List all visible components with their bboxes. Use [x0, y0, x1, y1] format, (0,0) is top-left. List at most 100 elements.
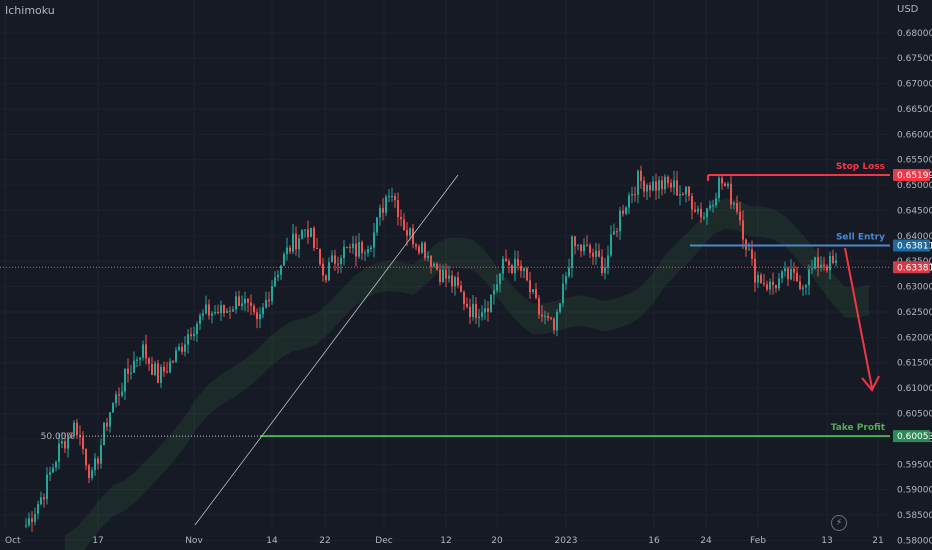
candle-body	[679, 193, 681, 196]
candle-body	[289, 247, 291, 252]
x-tick-label: 14	[266, 536, 278, 546]
candle-body	[796, 272, 798, 282]
candle-body	[265, 299, 267, 308]
take-profit-label: Take Profit	[831, 423, 886, 433]
candle-body	[499, 273, 501, 285]
candle-body	[673, 180, 675, 188]
candle-body	[394, 196, 396, 201]
candle-body	[553, 318, 555, 331]
candle-body	[61, 441, 63, 444]
candle-body	[157, 363, 159, 383]
candle-body	[97, 458, 99, 464]
candle-body	[295, 233, 297, 250]
y-tick-label: 0.61500	[897, 359, 932, 369]
candle-body	[754, 258, 756, 283]
candle-body	[412, 228, 414, 245]
candle-body	[349, 247, 351, 249]
candle-body	[49, 472, 51, 475]
candle-body	[619, 210, 621, 232]
candle-body	[85, 448, 87, 466]
x-tick-label: Oct	[5, 536, 21, 546]
candle-body	[28, 518, 30, 526]
candle-body	[178, 346, 180, 351]
candle-body	[451, 275, 453, 287]
candle-body	[493, 290, 495, 295]
candle-body	[220, 305, 222, 314]
candle-body	[751, 249, 753, 259]
candle-body	[25, 525, 27, 527]
candle-body	[826, 266, 828, 271]
candle-body	[415, 244, 417, 247]
candle-body	[670, 183, 672, 188]
candle-body	[280, 265, 282, 275]
candle-body	[454, 277, 456, 287]
candle-body	[544, 315, 546, 317]
candle-body	[448, 275, 450, 279]
fib-level-label: 50.00%	[41, 432, 76, 442]
candle-body	[424, 242, 426, 258]
sell-entry-price-tag: 0.63811	[897, 241, 932, 251]
candle-body	[55, 461, 57, 468]
candle-body	[781, 271, 783, 279]
candle-body	[250, 302, 252, 306]
stop-loss-price-tag: 0.65199	[897, 171, 932, 181]
candle-body	[520, 265, 522, 271]
down-arrow	[844, 247, 873, 389]
y-tick-label: 0.66000	[897, 130, 932, 140]
candle-body	[88, 465, 90, 479]
candle-body	[769, 281, 771, 290]
candle-body	[820, 264, 822, 268]
candle-body	[640, 170, 642, 181]
candle-body	[658, 180, 660, 191]
candle-body	[790, 268, 792, 280]
candle-body	[823, 264, 825, 267]
stop-loss-price-tag-bg	[893, 169, 930, 182]
candle-body	[550, 317, 552, 319]
trade-levels	[0, 174, 890, 526]
candle-body	[784, 268, 786, 272]
candle-body	[421, 242, 423, 253]
candle-body	[778, 278, 780, 289]
candle-body	[292, 233, 294, 252]
candle-body	[595, 250, 597, 257]
candle-body	[313, 227, 315, 249]
candle-body	[112, 403, 114, 413]
candle-body	[688, 186, 690, 197]
candle-body	[277, 274, 279, 278]
candle-body	[352, 243, 354, 248]
x-tick-label: Nov	[185, 536, 203, 546]
lightning-icon[interactable]: ⚡	[831, 515, 847, 531]
candle-body	[259, 314, 261, 320]
candle-body	[100, 445, 102, 464]
candle-body	[370, 247, 372, 250]
candle-body	[490, 294, 492, 312]
candle-body	[511, 265, 513, 274]
down-arrow-head	[861, 375, 880, 392]
candle-body	[541, 314, 543, 317]
candle-body	[628, 195, 630, 208]
candle-body	[676, 180, 678, 196]
candle-body	[592, 252, 594, 257]
candle-body	[373, 232, 375, 248]
candle-body	[682, 193, 684, 195]
candle-body	[325, 275, 327, 281]
x-tick-label: 21	[872, 536, 883, 546]
candle-body	[478, 316, 480, 319]
candle-body	[109, 412, 111, 427]
candle-body	[367, 249, 369, 253]
candle-body	[70, 435, 72, 437]
candle-body	[166, 371, 168, 373]
candle-body	[175, 350, 177, 362]
candle-body	[637, 170, 639, 195]
candle-body	[748, 249, 750, 251]
y-tick-label: 0.61000	[897, 384, 932, 394]
candle-body	[715, 198, 717, 206]
candle-body	[835, 260, 837, 263]
candle-body	[829, 255, 831, 271]
take-profit-price-tag: 0.60053	[897, 432, 932, 442]
candle-body	[31, 518, 33, 522]
candle-body	[418, 246, 420, 253]
y-tick-label: 0.64500	[897, 206, 932, 216]
candle-body	[274, 277, 276, 287]
